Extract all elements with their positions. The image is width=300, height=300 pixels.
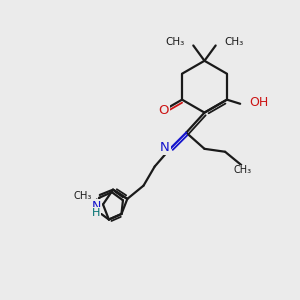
- Text: CH₃: CH₃: [73, 191, 92, 201]
- Text: N: N: [160, 141, 170, 154]
- Text: CH₃: CH₃: [234, 165, 252, 175]
- Text: OH: OH: [249, 96, 268, 109]
- Text: N: N: [92, 200, 101, 213]
- Text: CH₃: CH₃: [165, 37, 184, 47]
- Text: O: O: [158, 104, 169, 117]
- Text: H: H: [92, 208, 101, 218]
- Text: CH₃: CH₃: [224, 37, 244, 47]
